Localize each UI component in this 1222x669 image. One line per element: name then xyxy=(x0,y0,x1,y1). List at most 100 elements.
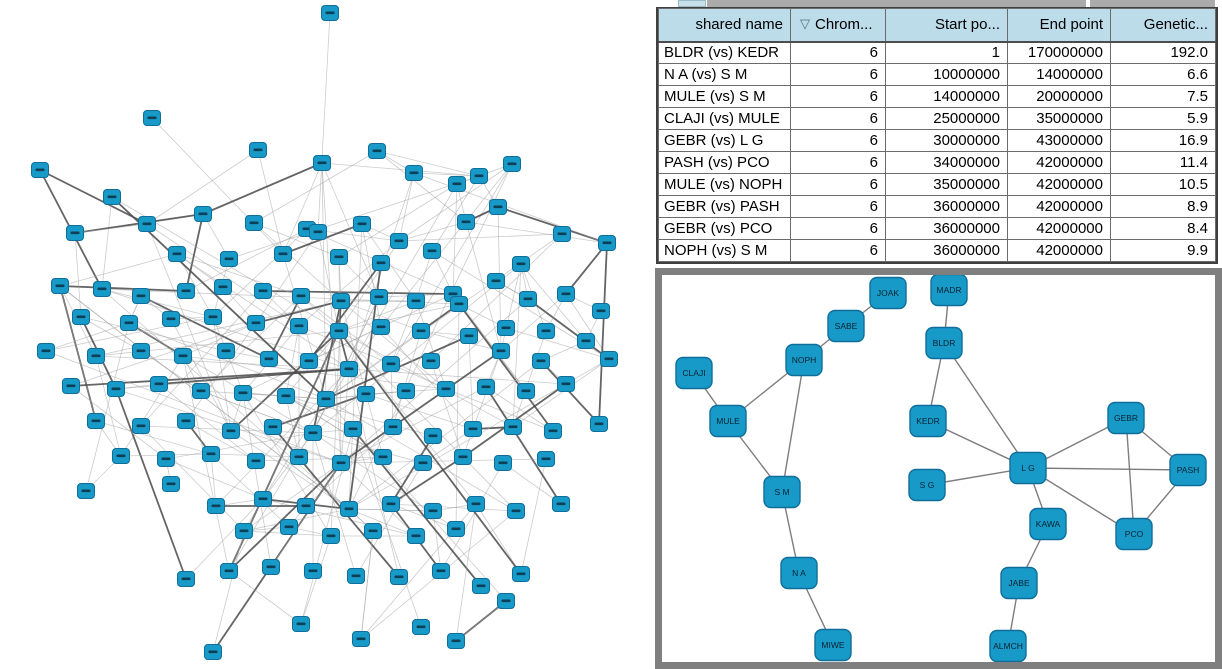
network-edge[interactable] xyxy=(527,298,610,360)
network-edge[interactable] xyxy=(170,318,232,432)
table-row[interactable]: BLDR (vs) KEDR 6 1 170000000 192.0 xyxy=(658,41,1216,64)
shared-name-cell[interactable]: NOPH (vs) S M xyxy=(658,239,791,262)
network-edge[interactable] xyxy=(128,322,314,434)
network-node[interactable] xyxy=(107,381,125,397)
network-edge[interactable] xyxy=(115,388,187,580)
network-edge[interactable] xyxy=(348,368,400,578)
network-node[interactable] xyxy=(217,343,235,359)
network-edge[interactable] xyxy=(465,221,608,244)
column-header[interactable]: Genetic... xyxy=(1110,8,1216,43)
network-node[interactable] xyxy=(143,110,161,126)
network-node[interactable] xyxy=(370,289,388,305)
network-edge[interactable] xyxy=(151,117,284,255)
network-node[interactable] xyxy=(497,320,515,336)
network-edge[interactable] xyxy=(321,162,342,464)
network-node[interactable] xyxy=(537,451,555,467)
shared-name-cell[interactable]: MULE (vs) S M xyxy=(658,85,791,108)
value-cell[interactable]: 170000000 xyxy=(1007,41,1111,64)
value-cell[interactable]: 11.4 xyxy=(1110,151,1216,174)
network-edge[interactable] xyxy=(70,322,257,387)
network-edge[interactable] xyxy=(781,359,805,493)
sub-network-node[interactable]: MULE xyxy=(709,404,747,438)
sub-network-node[interactable]: SABE xyxy=(827,309,865,343)
network-edge[interactable] xyxy=(520,458,547,575)
network-node[interactable] xyxy=(66,225,84,241)
network-node[interactable] xyxy=(352,631,370,647)
sub-network-node[interactable]: PASH xyxy=(1169,453,1207,487)
network-edge[interactable] xyxy=(200,295,302,392)
network-edge[interactable] xyxy=(390,503,517,512)
network-node[interactable] xyxy=(368,143,386,159)
network-node[interactable] xyxy=(177,413,195,429)
network-node[interactable] xyxy=(519,291,537,307)
network-edge[interactable] xyxy=(95,420,212,455)
network-node[interactable] xyxy=(447,633,465,649)
shared-name-cell[interactable]: GEBR (vs) PCO xyxy=(658,217,791,240)
network-node[interactable] xyxy=(414,455,432,471)
sub-network-node[interactable]: MADR xyxy=(930,273,968,307)
network-node[interactable] xyxy=(220,563,238,579)
network-edge[interactable] xyxy=(257,149,284,255)
network-edge[interactable] xyxy=(45,316,214,352)
sub-network-node[interactable]: KAWA xyxy=(1029,507,1067,541)
network-edge[interactable] xyxy=(390,300,417,365)
network-node[interactable] xyxy=(177,283,195,299)
network-edge[interactable] xyxy=(308,262,382,362)
network-edge[interactable] xyxy=(338,330,522,575)
value-cell[interactable]: 6.6 xyxy=(1110,63,1216,86)
network-edge[interactable] xyxy=(338,330,514,428)
network-node[interactable] xyxy=(62,378,80,394)
network-edge[interactable] xyxy=(398,172,415,242)
filter-icon[interactable]: ▽ xyxy=(800,16,810,32)
network-edge[interactable] xyxy=(455,303,460,530)
network-edge[interactable] xyxy=(212,530,245,653)
network-edge[interactable] xyxy=(146,223,300,327)
network-edge[interactable] xyxy=(185,213,204,292)
network-edge[interactable] xyxy=(475,503,522,575)
network-node[interactable] xyxy=(353,216,371,232)
network-edge[interactable] xyxy=(270,462,342,568)
network-node[interactable] xyxy=(202,446,220,462)
network-edge[interactable] xyxy=(285,395,300,458)
value-cell[interactable]: 35000000 xyxy=(885,173,1008,196)
network-edge[interactable] xyxy=(202,162,323,215)
network-node[interactable] xyxy=(72,309,90,325)
sub-network-node[interactable]: NOPH xyxy=(785,343,823,377)
network-edge[interactable] xyxy=(317,231,340,332)
network-edge[interactable] xyxy=(321,162,380,298)
network-edge[interactable] xyxy=(242,392,332,537)
network-node[interactable] xyxy=(600,351,618,367)
network-node[interactable] xyxy=(347,568,365,584)
sub-network-node[interactable]: JABE xyxy=(1000,566,1038,600)
sub-network-node[interactable]: BLDR xyxy=(925,326,963,360)
value-cell[interactable]: 36000000 xyxy=(885,239,1008,262)
network-edge[interactable] xyxy=(312,432,424,464)
network-node[interactable] xyxy=(204,309,222,325)
table-row[interactable]: PASH (vs) PCO 6 34000000 42000000 11.4 xyxy=(658,151,1216,174)
network-node[interactable] xyxy=(192,383,210,399)
network-node[interactable] xyxy=(277,388,295,404)
value-cell[interactable]: 6 xyxy=(790,173,886,196)
network-node[interactable] xyxy=(207,498,225,514)
shared-name-cell[interactable]: N A (vs) S M xyxy=(658,63,791,86)
table-row[interactable]: NOPH (vs) S M 6 36000000 42000000 9.9 xyxy=(658,239,1216,262)
network-edge[interactable] xyxy=(380,163,513,328)
network-edge[interactable] xyxy=(285,395,354,430)
network-node[interactable] xyxy=(120,315,138,331)
network-edge[interactable] xyxy=(101,196,113,290)
network-node[interactable] xyxy=(598,235,616,251)
network-node[interactable] xyxy=(457,214,475,230)
value-cell[interactable]: 42000000 xyxy=(1007,239,1111,262)
network-node[interactable] xyxy=(412,323,430,339)
network-node[interactable] xyxy=(405,165,423,181)
network-edge[interactable] xyxy=(348,360,542,510)
network-edge[interactable] xyxy=(210,453,217,507)
network-node[interactable] xyxy=(407,293,425,309)
network-edge[interactable] xyxy=(243,462,342,532)
network-node[interactable] xyxy=(204,644,222,660)
network-node[interactable] xyxy=(87,348,105,364)
network-node[interactable] xyxy=(249,142,267,158)
value-cell[interactable]: 6 xyxy=(790,85,886,108)
sub-network-node[interactable]: S G xyxy=(908,468,946,502)
horizontal-scrollbar[interactable] xyxy=(655,0,1222,7)
